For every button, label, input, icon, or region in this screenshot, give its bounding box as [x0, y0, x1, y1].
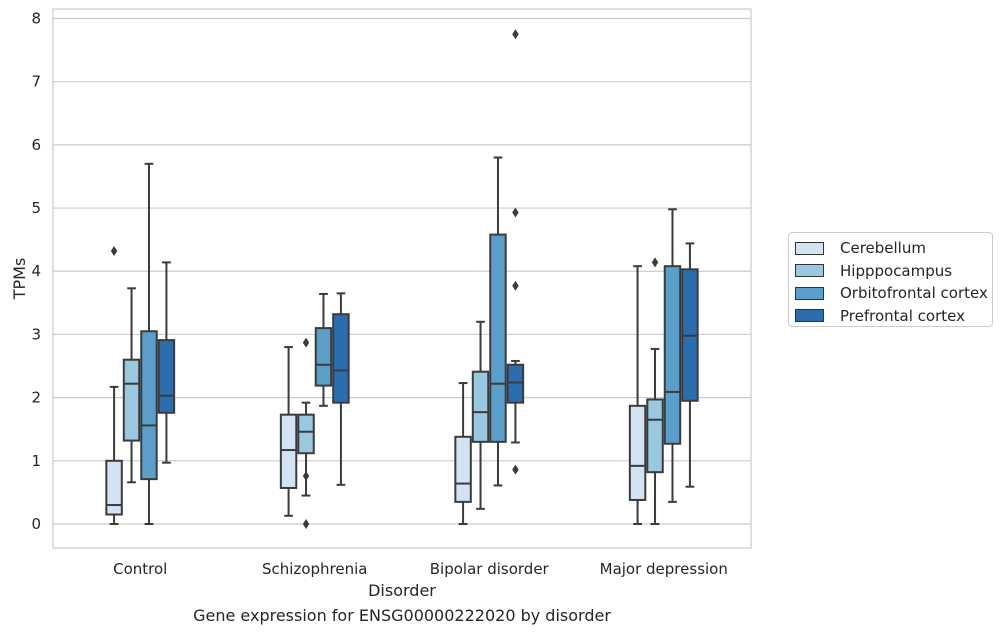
outlier-point: [302, 470, 310, 481]
legend-item: Prefrontal cortex: [793, 305, 992, 328]
legend-item: Hipppocampus: [793, 260, 992, 283]
box-iqr: [157, 339, 176, 414]
y-tick-label: 6: [31, 136, 41, 154]
outlier-point: [512, 29, 519, 40]
box-hipppocampus-schizophrenia: [297, 337, 315, 529]
legend-label: Prefrontal cortex: [840, 306, 965, 325]
box-iqr: [140, 330, 158, 481]
y-tick-label: 8: [31, 9, 41, 27]
box-iqr: [628, 404, 647, 501]
box-iqr: [279, 413, 298, 489]
chart-caption: Gene expression for ENSG00000222020 by d…: [193, 606, 611, 625]
box-iqr: [297, 413, 315, 455]
box-iqr: [122, 358, 141, 442]
outlier-point: [302, 518, 310, 529]
box-prefrontal-cortex-bipolar-disorder: [506, 29, 525, 475]
box-hipppocampus-major-depression: [646, 257, 664, 525]
outlier-point: [512, 280, 519, 291]
x-tick-label: Control: [113, 560, 167, 578]
legend-label: Hipppocampus: [840, 261, 953, 280]
box-orbitofrontal-cortex-control: [140, 162, 158, 525]
outlier-point: [512, 464, 519, 475]
box-iqr: [663, 265, 682, 445]
x-tick-label: Schizophrenia: [262, 560, 367, 578]
x-tick-label: Bipolar disorder: [430, 560, 550, 578]
box-iqr: [506, 363, 525, 404]
box-iqr: [646, 398, 664, 474]
legend-swatch: [795, 309, 824, 323]
box-iqr: [489, 233, 507, 443]
outlier-point: [512, 207, 519, 218]
outlier-point: [302, 337, 310, 348]
box-hipppocampus-bipolar-disorder: [471, 320, 490, 510]
y-axis-label: TPMs: [10, 258, 29, 301]
x-axis-label: Disorder: [368, 581, 436, 600]
y-tick-label: 0: [31, 515, 41, 533]
box-cerebellum-control: [105, 246, 123, 525]
y-tick-label: 4: [31, 262, 41, 280]
plot-frame: [52, 8, 752, 549]
legend-swatch: [795, 286, 824, 300]
y-tick-label: 2: [31, 389, 41, 407]
y-tick-label: 1: [31, 452, 41, 470]
outlier-point: [110, 246, 118, 257]
legend-swatch: [795, 241, 824, 255]
y-tick-label: 7: [31, 73, 41, 91]
box-groups: [105, 29, 699, 529]
x-tick-labels: Control Schizophrenia Bipolar disorder Majo…: [113, 560, 728, 578]
box-hipppocampus-control: [122, 287, 141, 484]
box-iqr: [471, 370, 490, 443]
y-tick-label: 5: [31, 199, 41, 217]
legend-label: Cerebellum: [840, 239, 926, 258]
legend-label: Orbitofrontal cortex: [840, 284, 988, 303]
box-orbitofrontal-cortex-bipolar-disorder: [489, 156, 507, 487]
box-prefrontal-cortex-control: [157, 261, 176, 464]
box-iqr: [105, 459, 123, 516]
box-cerebellum-bipolar-disorder: [454, 382, 472, 525]
legend: Cerebellum Hipppocampus Orbitofrontal cort…: [788, 232, 993, 327]
box-orbitofrontal-cortex-major-depression: [663, 208, 682, 503]
legend-swatch: [795, 264, 824, 278]
box-orbitofrontal-cortex-schizophrenia: [314, 292, 333, 407]
box-prefrontal-cortex-major-depression: [681, 242, 699, 488]
box-iqr: [332, 313, 350, 404]
box-iqr: [454, 435, 472, 503]
y-tick-labels: 0 1 2 3 4 5 6 7 8: [31, 9, 41, 533]
legend-item: Cerebellum: [793, 237, 992, 260]
box-prefrontal-cortex-schizophrenia: [332, 292, 350, 486]
y-tick-label: 3: [31, 325, 41, 343]
x-tick-label: Major depression: [600, 560, 728, 578]
outlier-point: [651, 257, 659, 268]
box-cerebellum-schizophrenia: [279, 346, 298, 517]
legend-item: Orbitofrontal cortex: [793, 282, 992, 305]
box-iqr: [314, 327, 333, 387]
box-cerebellum-major-depression: [628, 265, 647, 525]
